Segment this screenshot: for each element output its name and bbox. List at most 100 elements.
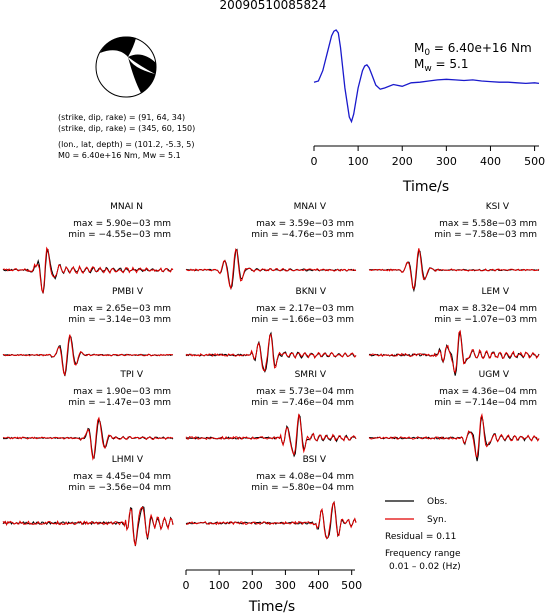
station-label: BSI V (303, 455, 327, 465)
station-max: max = 2.65e−03 mm (73, 304, 171, 314)
station-label: PMBI V (112, 287, 144, 297)
stf-tick-label: 400 (480, 155, 501, 168)
synthetic-trace (185, 247, 357, 290)
mw-label: Mw = 5.1 (414, 57, 469, 74)
station-label: LEM V (482, 287, 510, 297)
station-label: KSI V (486, 202, 510, 212)
observed-trace (2, 335, 174, 377)
figure-title: 20090510085824 (220, 0, 327, 12)
station-label: UGM V (479, 370, 510, 380)
synthetic-trace (368, 412, 540, 459)
station-max: max = 3.59e−03 mm (256, 219, 354, 229)
station-min: min = −4.55e−03 mm (68, 230, 171, 240)
wave-tick-label: 500 (341, 579, 362, 592)
station-min: min = −7.46e−04 mm (251, 398, 354, 408)
info-line-1: (strike, dip, rake) = (91, 64, 34) (58, 113, 185, 122)
synthetic-trace (368, 248, 540, 290)
stf-tick-label: 0 (311, 155, 318, 168)
stf-panel: 0 100 200 300 400 500 Time/s M0 = 6.40e+16 Nm… (311, 29, 545, 195)
station-label: MNAI V (294, 202, 327, 212)
info-line-2: (strike, dip, rake) = (345, 60, 150) (58, 124, 195, 133)
station-max: max = 5.73e−04 mm (256, 387, 354, 397)
station-min: min = −1.66e−03 mm (251, 315, 354, 325)
info-line-4: M0 = 6.40e+16 Nm, Mw = 5.1 (58, 151, 181, 160)
station-min: min = −3.56e−04 mm (68, 483, 171, 493)
observed-trace (2, 506, 174, 547)
legend-freq-range: 0.01 – 0.02 (Hz) (389, 562, 461, 572)
stf-tick-label: 200 (392, 155, 413, 168)
beachball-quadrant-lower (128, 57, 155, 93)
mechanism-info: (strike, dip, rake) = (91, 64, 34) (stri… (58, 113, 195, 160)
m0-label: M0 = 6.40e+16 Nm (414, 41, 532, 58)
station-min: min = −1.07e−03 mm (434, 315, 537, 325)
station-max: max = 4.36e−04 mm (439, 387, 537, 397)
wave-xlabel: Time/s (248, 599, 295, 615)
station-max: max = 2.17e−03 mm (256, 304, 354, 314)
observed-trace (185, 331, 357, 373)
synthetic-trace (185, 501, 357, 540)
wave-tick-label: 200 (242, 579, 263, 592)
synthetic-trace (2, 506, 174, 546)
station-max: max = 5.58e−03 mm (439, 219, 537, 229)
wave-ticks: 0 100 200 300 400 500 (183, 570, 362, 592)
observed-trace (368, 250, 540, 293)
legend: Obs. Syn. Residual = 0.11 Frequency rang… (385, 497, 461, 572)
station-label: BKNI V (296, 287, 327, 297)
legend-freq-title: Frequency range (385, 549, 461, 559)
wave-tick-label: 300 (275, 579, 296, 592)
stf-xlabel: Time/s (402, 179, 449, 195)
synthetic-trace (2, 246, 174, 294)
wave-tick-label: 0 (183, 579, 190, 592)
station-min: min = −7.14e−04 mm (434, 398, 537, 408)
legend-obs-label: Obs. (427, 497, 447, 507)
station-max: max = 4.08e−04 mm (256, 472, 354, 482)
station-min: min = −4.76e−03 mm (251, 230, 354, 240)
station-max: max = 5.90e−03 mm (73, 219, 171, 229)
stf-tick-label: 300 (436, 155, 457, 168)
wave-tick-label: 100 (209, 579, 230, 592)
station-min: min = −1.47e−03 mm (68, 398, 171, 408)
stf-tick-label: 500 (524, 155, 545, 168)
station-min: min = −5.80e−04 mm (251, 483, 354, 493)
beachball-quadrant-upper (100, 36, 136, 57)
observed-trace (2, 248, 174, 294)
synthetic-trace (185, 333, 357, 372)
legend-syn-label: Syn. (427, 515, 447, 525)
stf-ticks: 0 100 200 300 400 500 (311, 146, 545, 168)
wave-tick-label: 400 (308, 579, 329, 592)
station-label: LHMI V (112, 455, 144, 465)
waveform-x-axis: 0 100 200 300 400 500 Time/s (183, 569, 362, 615)
synthetic-trace (185, 413, 357, 456)
station-label: SMRI V (295, 370, 327, 380)
info-line-3: (lon., lat, depth) = (101.2, -5.3, 5) (58, 140, 195, 149)
synthetic-trace (2, 416, 174, 461)
observed-trace (185, 413, 357, 458)
station-min: min = −7.58e−03 mm (434, 230, 537, 240)
station-max: max = 8.32e−04 mm (439, 304, 537, 314)
station-label: MNAI N (110, 202, 143, 212)
synthetic-trace (2, 334, 174, 377)
station-max: max = 4.45e−04 mm (73, 472, 171, 482)
beachball-quadrant-right (128, 54, 157, 74)
stf-tick-label: 100 (348, 155, 369, 168)
station-max: max = 1.90e−03 mm (73, 387, 171, 397)
station-label: TPI V (119, 370, 143, 380)
synthetic-trace (368, 329, 540, 374)
legend-residual: Residual = 0.11 (385, 532, 456, 542)
stf-line (313, 29, 540, 124)
station-min: min = −3.14e−03 mm (68, 315, 171, 325)
beachball (95, 36, 157, 98)
